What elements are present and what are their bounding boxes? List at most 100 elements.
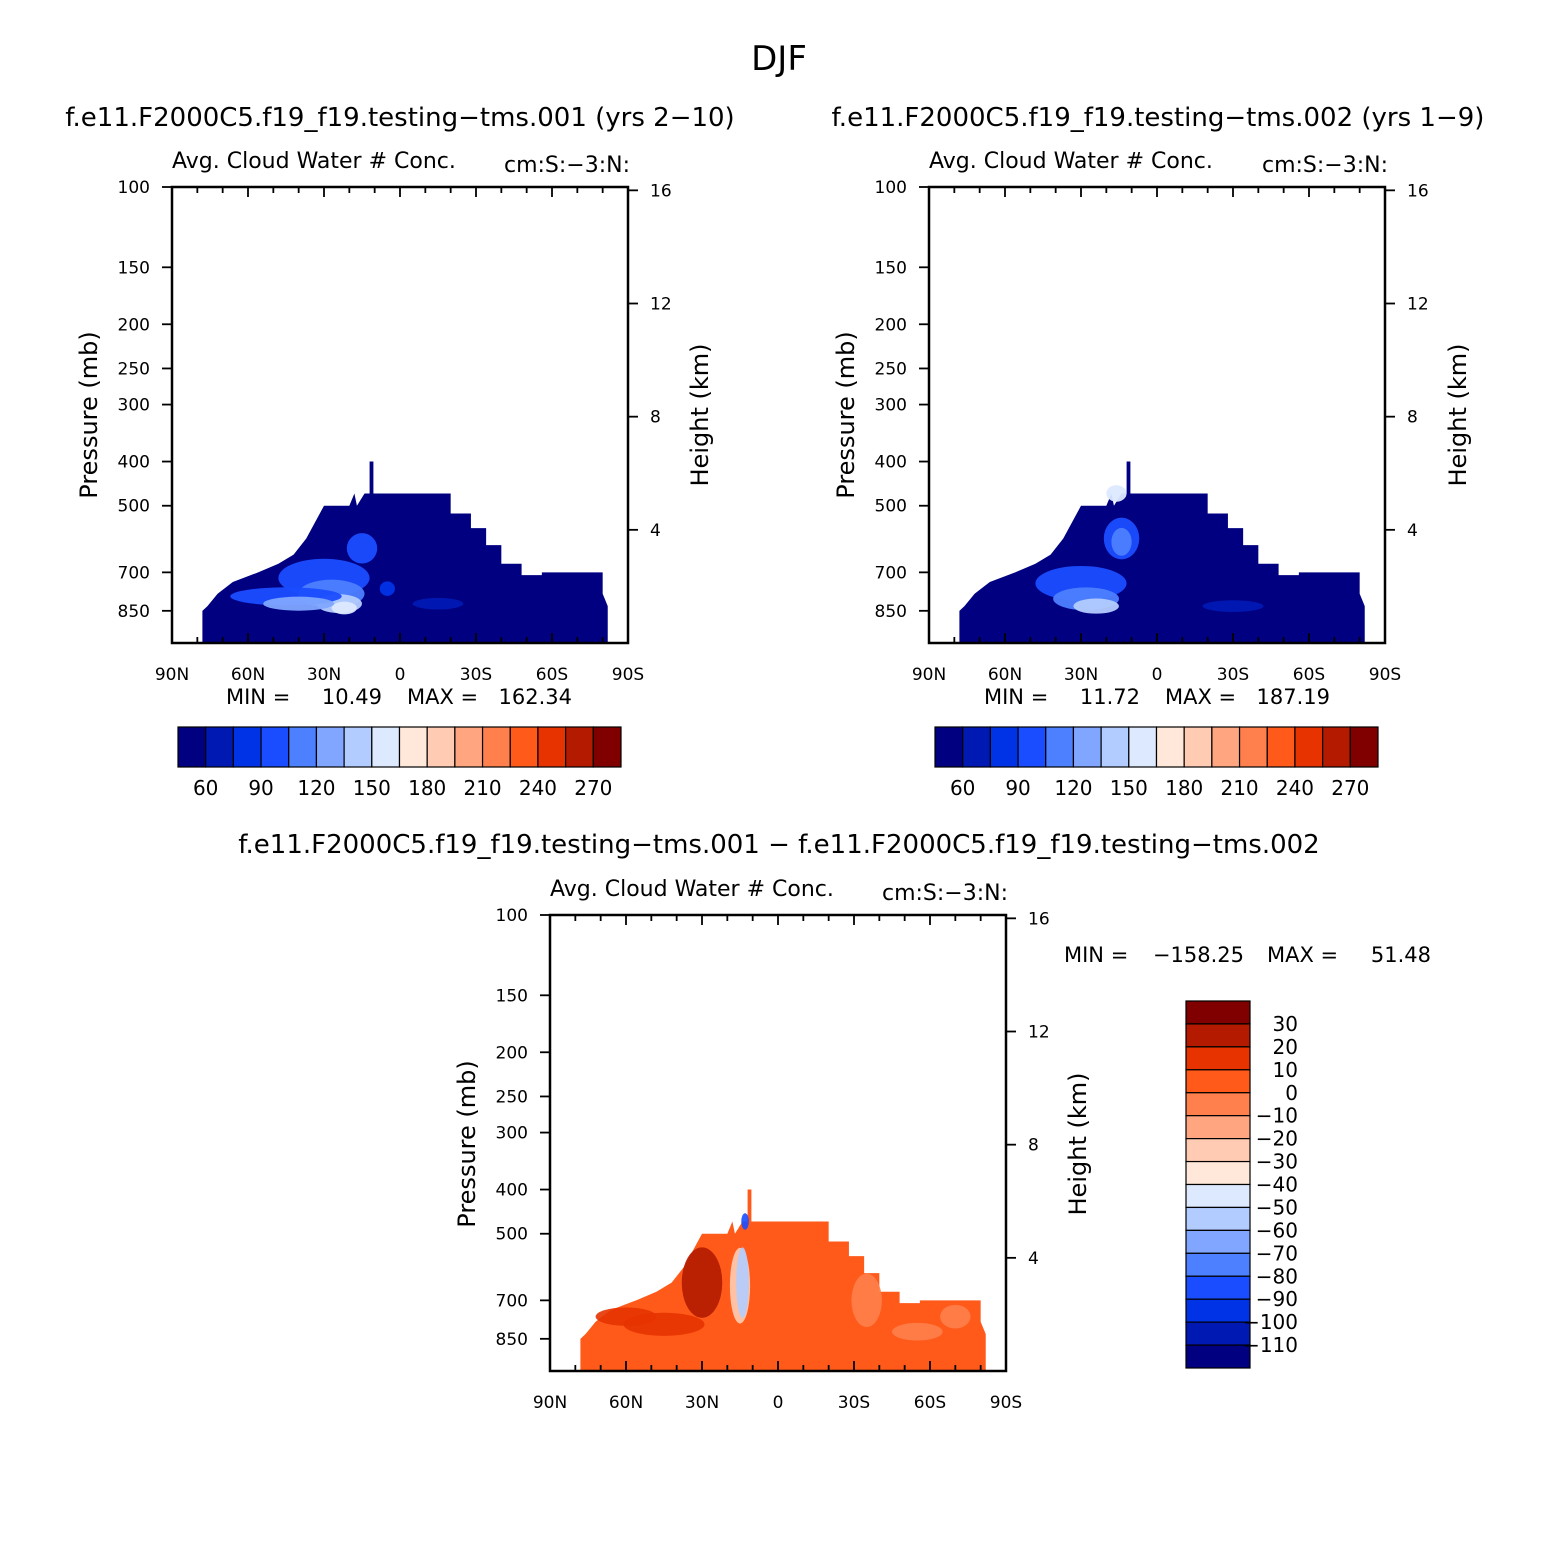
y-tick-label: 200 xyxy=(496,1043,528,1063)
colorbar-label: 240 xyxy=(519,776,557,800)
y-right-tick-label: 16 xyxy=(650,181,672,201)
colorbar-swatch xyxy=(1322,726,1351,768)
colorbar-swatch xyxy=(1238,726,1268,768)
min-label: MIN = xyxy=(1064,943,1128,967)
x-tick-label: 60S xyxy=(914,1393,946,1413)
colorbar-swatch xyxy=(1185,1115,1251,1140)
colorbar-swatch xyxy=(1185,1023,1251,1048)
y-right-tick-label: 8 xyxy=(1407,408,1418,428)
colorbar-label: −10 xyxy=(1256,1104,1298,1128)
colorbar-label: −40 xyxy=(1256,1173,1298,1197)
y-right-tick-label: 4 xyxy=(1407,521,1418,541)
colorbar-label: −100 xyxy=(1243,1310,1298,1334)
contour-region xyxy=(736,1247,749,1318)
colorbar-label: 90 xyxy=(1005,776,1030,800)
y-tick-label: 850 xyxy=(118,602,150,622)
colorbar-label: −30 xyxy=(1256,1150,1298,1174)
colorbar-label: 120 xyxy=(1054,776,1092,800)
y-tick-label: 250 xyxy=(496,1087,528,1107)
y-right-tick-label: 4 xyxy=(650,521,661,541)
axes: 90N 60N 30N 0 30S 60S 90S 100 150 200 250 300 400 500… xyxy=(496,906,1050,1413)
colorbar-swatch xyxy=(1155,726,1185,768)
colorbar-swatch xyxy=(565,726,594,768)
max-value: 162.34 xyxy=(499,685,572,709)
contour-region xyxy=(412,597,464,610)
panel-case-001: f.e11.F2000C5.f19_f19.testing−tms.001 (y… xyxy=(65,103,734,800)
y-tick-label: 100 xyxy=(118,178,150,198)
colorbar-label: 20 xyxy=(1273,1035,1298,1059)
y-tick-label: 300 xyxy=(496,1124,528,1144)
colorbar-swatch xyxy=(1185,1138,1251,1163)
colorbar-swatch xyxy=(509,726,539,768)
colorbar-swatch xyxy=(1266,726,1296,768)
colorbar-swatch xyxy=(1185,1344,1251,1369)
x-tick-label: 90N xyxy=(912,665,946,685)
max-label: MAX = xyxy=(1267,943,1338,967)
colorbar-swatch xyxy=(934,726,964,768)
colorbar-swatch xyxy=(232,726,262,768)
colorbar-label: −80 xyxy=(1256,1264,1298,1288)
colorbar-swatch xyxy=(205,726,234,768)
min-value: −158.25 xyxy=(1153,943,1244,967)
colorbar-label: 180 xyxy=(1165,776,1203,800)
colorbar-swatch xyxy=(1185,1092,1251,1117)
x-tick-label: 30S xyxy=(1217,665,1249,685)
colorbar-swatch xyxy=(1185,1321,1251,1346)
colorbar-swatch xyxy=(989,726,1019,768)
colorbar-swatch xyxy=(1017,726,1047,768)
colorbar-swatch xyxy=(260,726,290,768)
colorbar-swatch xyxy=(537,726,567,768)
y-right-tick-label: 16 xyxy=(1407,181,1429,201)
colorbar-label: −20 xyxy=(1256,1127,1298,1151)
colorbar-label: −90 xyxy=(1256,1287,1298,1311)
case-title: f.e11.F2000C5.f19_f19.testing−tms.001 (y… xyxy=(65,103,734,133)
colorbar-label: 10 xyxy=(1273,1058,1298,1082)
max-label: MAX = xyxy=(1165,685,1236,709)
y-tick-label: 400 xyxy=(875,453,907,473)
data-field xyxy=(580,1189,986,1371)
y-tick-label: 100 xyxy=(875,178,907,198)
x-tick-label: 30N xyxy=(307,665,341,685)
colorbar-swatch xyxy=(1100,726,1130,768)
colorbar-swatch xyxy=(1349,726,1379,768)
colorbar-swatch xyxy=(1183,726,1213,768)
x-tick-label: 30S xyxy=(460,665,492,685)
y-tick-label: 500 xyxy=(875,497,907,517)
y-tick-label: 500 xyxy=(118,497,150,517)
panel-case-002: f.e11.F2000C5.f19_f19.testing−tms.002 (y… xyxy=(832,103,1485,800)
colorbar-label: 270 xyxy=(1331,776,1369,800)
contour-region xyxy=(263,596,335,611)
y-right-tick-label: 8 xyxy=(1028,1136,1039,1156)
x-tick-label: 0 xyxy=(395,665,406,685)
x-tick-label: 60N xyxy=(609,1393,643,1413)
colorbar-swatch xyxy=(1211,726,1241,768)
y-tick-label: 850 xyxy=(496,1330,528,1350)
y-tick-label: 300 xyxy=(875,396,907,416)
contour-region xyxy=(379,581,395,596)
x-tick-label: 60N xyxy=(231,665,265,685)
y-axis-right-label: Height (km) xyxy=(1444,344,1472,487)
field-envelope xyxy=(959,461,1365,643)
colorbar-label: 60 xyxy=(950,776,975,800)
colorbar-swatch xyxy=(1185,1069,1251,1094)
plot-units: cm:S:−3:N: xyxy=(504,153,630,178)
colorbar-swatch xyxy=(1128,726,1158,768)
y-tick-label: 250 xyxy=(875,359,907,379)
max-value: 187.19 xyxy=(1257,685,1330,709)
colorbar-swatch xyxy=(454,726,484,768)
plot-units: cm:S:−3:N: xyxy=(882,881,1008,906)
contour-region xyxy=(851,1273,882,1328)
x-tick-label: 60S xyxy=(1293,665,1325,685)
y-axis-right-label: Height (km) xyxy=(1064,1073,1092,1216)
colorbar-swatch xyxy=(343,726,373,768)
min-label: MIN = xyxy=(984,685,1048,709)
colorbar-label: −70 xyxy=(1256,1241,1298,1265)
contour-region xyxy=(595,1307,657,1326)
contour-region xyxy=(331,601,357,615)
colorbar-swatch xyxy=(426,726,456,768)
field-envelope xyxy=(202,461,608,643)
colorbar: 3020100−10−20−30−40−50−60−70−80−90−100−1… xyxy=(1185,1000,1298,1369)
axes: 90N 60N 30N 0 30S 60S 90S 100 150 200 250 300 400 500… xyxy=(875,178,1429,685)
x-tick-label: 0 xyxy=(1152,665,1163,685)
